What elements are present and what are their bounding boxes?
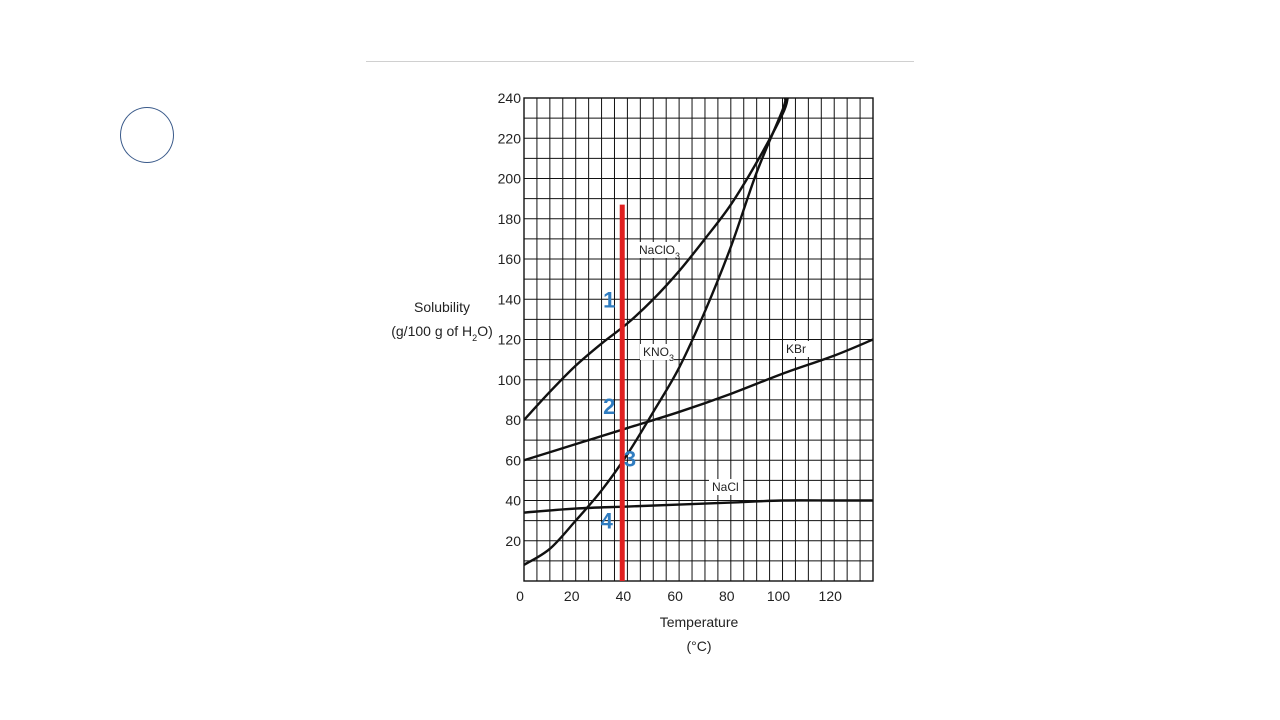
marker-label-4: 4	[601, 509, 614, 534]
series-line-kbr	[524, 338, 873, 462]
y-tick-label: 120	[498, 332, 522, 348]
circle-shape	[120, 107, 174, 163]
y-tick-label: 240	[498, 90, 522, 106]
series-label-nacl: NaCl	[712, 480, 739, 494]
y-tick-label: 40	[505, 493, 521, 509]
y-tick-label: 160	[498, 251, 522, 267]
series-label-bg-kbr	[783, 341, 810, 357]
y-axis-title: Solubility	[414, 299, 470, 315]
marker-label-2: 2	[603, 394, 615, 419]
x-tick-label: 60	[667, 588, 683, 604]
marker-label-3: 3	[624, 446, 636, 471]
y-tick-label: 220	[498, 130, 522, 146]
y-tick-label: 180	[498, 211, 522, 227]
x-axis-unit: (°C)	[686, 638, 711, 654]
series-label-kno3: KNO3	[643, 345, 674, 363]
series-line-nacl	[524, 499, 873, 514]
series-line-naclo3	[524, 97, 789, 421]
y-tick-label: 200	[498, 171, 522, 187]
y-tick-label: 100	[498, 372, 522, 388]
y-tick-label: 140	[498, 291, 522, 307]
x-tick-label: 80	[719, 588, 735, 604]
x-tick-label: 0	[516, 588, 524, 604]
x-tick-label: 20	[564, 588, 580, 604]
series-label-bg-nacl	[709, 479, 743, 495]
y-tick-label: 60	[505, 452, 521, 468]
slide-title-divider	[366, 61, 914, 62]
series-label-bg-kno3	[640, 344, 674, 360]
x-tick-label: 100	[767, 588, 791, 604]
marker-label-1: 1	[603, 287, 615, 312]
series-label-bg-naclo3	[636, 242, 684, 258]
series-label-naclo3: NaClO3	[639, 243, 680, 261]
y-axis-unit: (g/100 g of H2O)	[391, 323, 493, 343]
y-tick-label: 20	[505, 533, 521, 549]
y-tick-label: 80	[505, 412, 521, 428]
x-tick-label: 120	[819, 588, 843, 604]
x-tick-label: 40	[616, 588, 632, 604]
x-axis-title: Temperature	[660, 614, 739, 630]
series-label-kbr: KBr	[786, 342, 806, 356]
series-line-kno3	[524, 97, 787, 566]
